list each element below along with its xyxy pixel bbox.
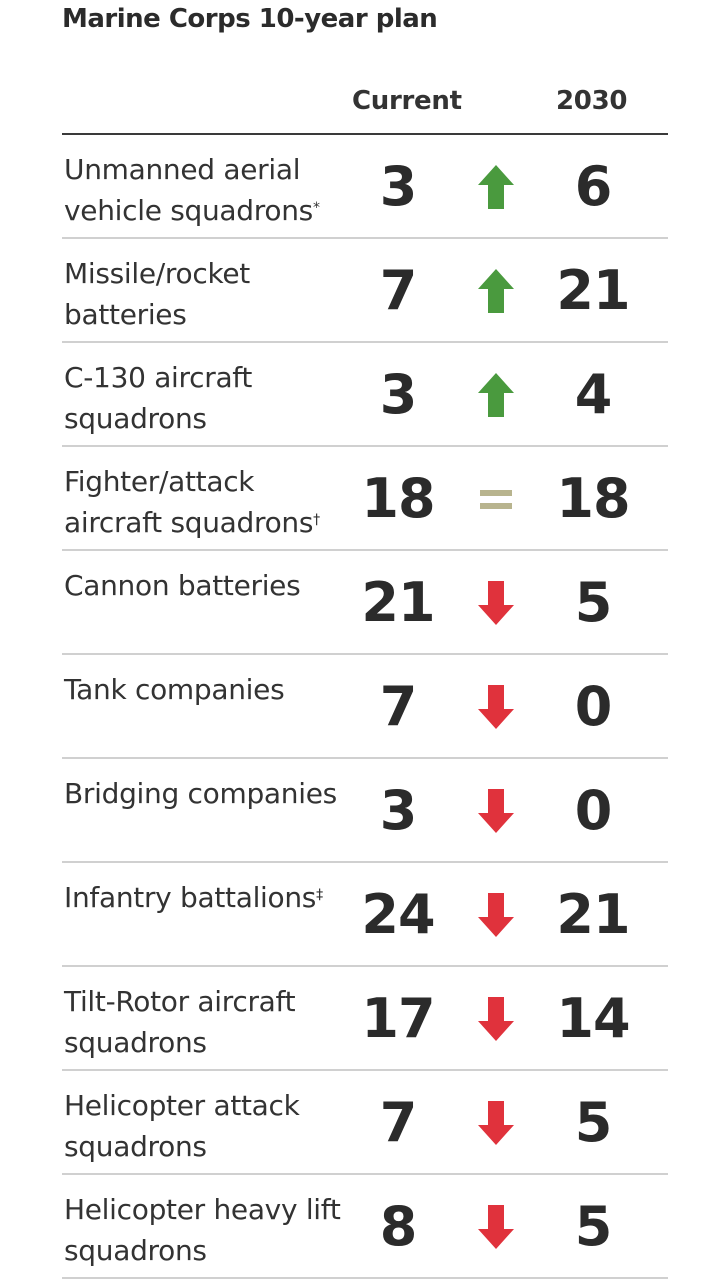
arrow-down-icon [478,685,514,729]
trend-indicator [476,1099,516,1147]
table-row: Unmanned aerial vehicle squadrons* 3 6 [62,135,668,239]
value-2030: 0 [574,779,613,842]
column-header-2030: 2030 [556,86,628,116]
row-label: Unmanned aerial vehicle squadrons* [64,149,344,231]
row-label-text: Fighter/attack aircraft squadrons [64,465,314,539]
table-row: C-130 aircraft squadrons 3 4 [62,343,668,447]
arrow-up-icon [478,373,514,417]
value-2030: 0 [574,675,613,738]
chart-title: Marine Corps 10-year plan [62,4,438,34]
arrow-down-icon [478,581,514,625]
header-rule [62,133,668,135]
trend-indicator [476,267,516,315]
trend-indicator [476,995,516,1043]
row-label-text: Unmanned aerial vehicle squadrons [64,153,313,227]
current-value: 7 [379,259,418,322]
current-value: 17 [361,987,435,1050]
arrow-up-icon [478,165,514,209]
table-row: Helicopter attack squadrons 7 5 [62,1071,668,1175]
table-row: Cannon batteries 21 5 [62,551,668,655]
value-2030: 5 [574,571,613,634]
current-value: 3 [379,155,418,218]
trend-indicator [476,163,516,211]
equal-icon [480,490,512,509]
row-label-text: Tank companies [64,673,285,706]
row-label: Tank companies [64,669,344,710]
arrow-down-icon [478,997,514,1041]
value-2030: 21 [556,259,630,322]
value-2030: 5 [574,1091,613,1154]
row-label: Helicopter attack squadrons [64,1085,344,1167]
arrow-down-icon [478,893,514,937]
value-2030: 5 [574,1195,613,1258]
row-label-text: Infantry battalions [64,881,317,914]
footnote-mark: ‡ [316,887,323,903]
table-row: Bridging companies 3 0 [62,759,668,863]
row-label-text: Bridging companies [64,777,337,810]
current-value: 7 [379,675,418,738]
value-2030: 21 [556,883,630,946]
arrow-down-icon [478,789,514,833]
table-row: Tank companies 7 0 [62,655,668,759]
current-value: 7 [379,1091,418,1154]
current-value: 24 [361,883,435,946]
row-label: Fighter/attack aircraft squadrons† [64,461,344,543]
trend-indicator [476,891,516,939]
value-2030: 6 [574,155,613,218]
trend-indicator [476,1203,516,1251]
row-label: Bridging companies [64,773,344,814]
row-label: Helicopter heavy lift squadrons [64,1189,344,1271]
current-value: 21 [361,571,435,634]
row-label-text: Cannon batteries [64,569,301,602]
row-label: Missile/rocket batteries [64,253,344,335]
arrow-up-icon [478,269,514,313]
row-label-text: C-130 aircraft squadrons [64,361,253,435]
arrow-down-icon [478,1205,514,1249]
row-label-text: Helicopter heavy lift squadrons [64,1193,341,1267]
value-2030: 14 [556,987,630,1050]
trend-indicator [476,475,516,523]
value-2030: 4 [574,363,613,426]
table-row: Fighter/attack aircraft squadrons† 18 18 [62,447,668,551]
trend-indicator [476,683,516,731]
row-label-text: Helicopter attack squadrons [64,1089,300,1163]
trend-indicator [476,579,516,627]
table-row: Missile/rocket batteries 7 21 [62,239,668,343]
table-row: Helicopter heavy lift squadrons 8 5 [62,1175,668,1279]
current-value: 8 [379,1195,418,1258]
arrow-down-icon [478,1101,514,1145]
current-value: 3 [379,779,418,842]
row-label: Cannon batteries [64,565,344,606]
row-label: Tilt-Rotor aircraft squadrons [64,981,344,1063]
row-label-text: Tilt-Rotor aircraft squadrons [64,985,296,1059]
footnote-mark: † [313,512,320,528]
trend-indicator [476,371,516,419]
table-row: Infantry battalions‡ 24 21 [62,863,668,967]
row-label: Infantry battalions‡ [64,877,344,918]
table-row: Tilt-Rotor aircraft squadrons 17 14 [62,967,668,1071]
trend-indicator [476,787,516,835]
current-value: 18 [361,467,435,530]
row-label-text: Missile/rocket batteries [64,257,250,331]
column-header-current: Current [352,86,462,116]
footnote-mark: * [312,200,320,216]
value-2030: 18 [556,467,630,530]
row-label: C-130 aircraft squadrons [64,357,344,439]
current-value: 3 [379,363,418,426]
